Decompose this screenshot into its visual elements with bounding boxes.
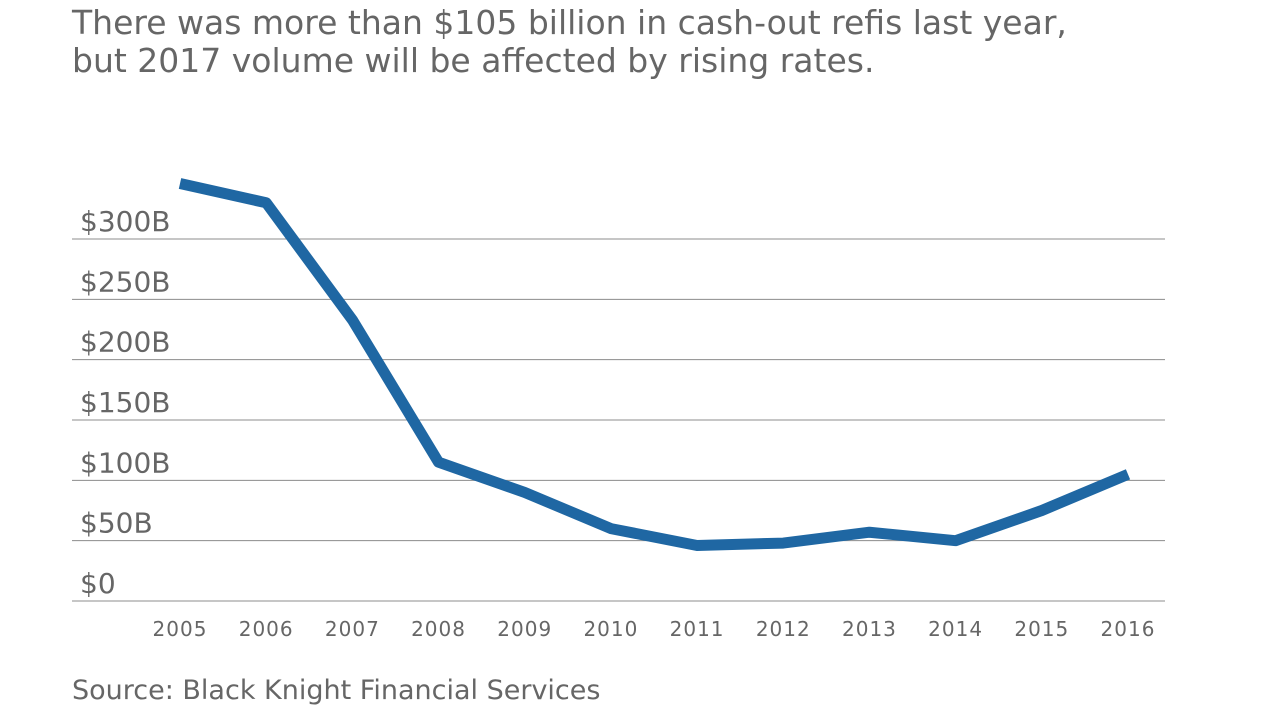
source: Source: Black Knight Financial Services [72,675,600,706]
x-tick-label: 2014 [928,617,983,641]
x-tick-label: 2005 [153,617,208,641]
subtitle-line: There was more than $105 billion in cash… [71,3,1067,42]
y-tick-label: $100B [80,446,170,479]
x-tick-label: 2007 [325,617,380,641]
x-tick-label: 2016 [1101,617,1156,641]
subtitle-line: but 2017 volume will be affected by risi… [72,41,874,80]
x-tick-label: 2015 [1014,617,1069,641]
x-tick-label: 2011 [670,617,725,641]
y-tick-label: $200B [80,326,170,359]
x-tick-label: 2010 [583,617,638,641]
line [178,178,1131,551]
x-tick-label: 2008 [411,617,466,641]
y-tick-label: $300B [80,205,170,238]
x-tick-label: 2009 [497,617,552,641]
x-tick-label: 2013 [842,617,897,641]
y-tick-label: $150B [80,386,170,419]
y-tick-label: $50B [80,507,153,540]
y-tick-label: $250B [80,265,170,298]
y-tick-label: $0 [80,567,116,600]
x-tick-label: 2006 [239,617,294,641]
x-tick-label: 2012 [756,617,811,641]
